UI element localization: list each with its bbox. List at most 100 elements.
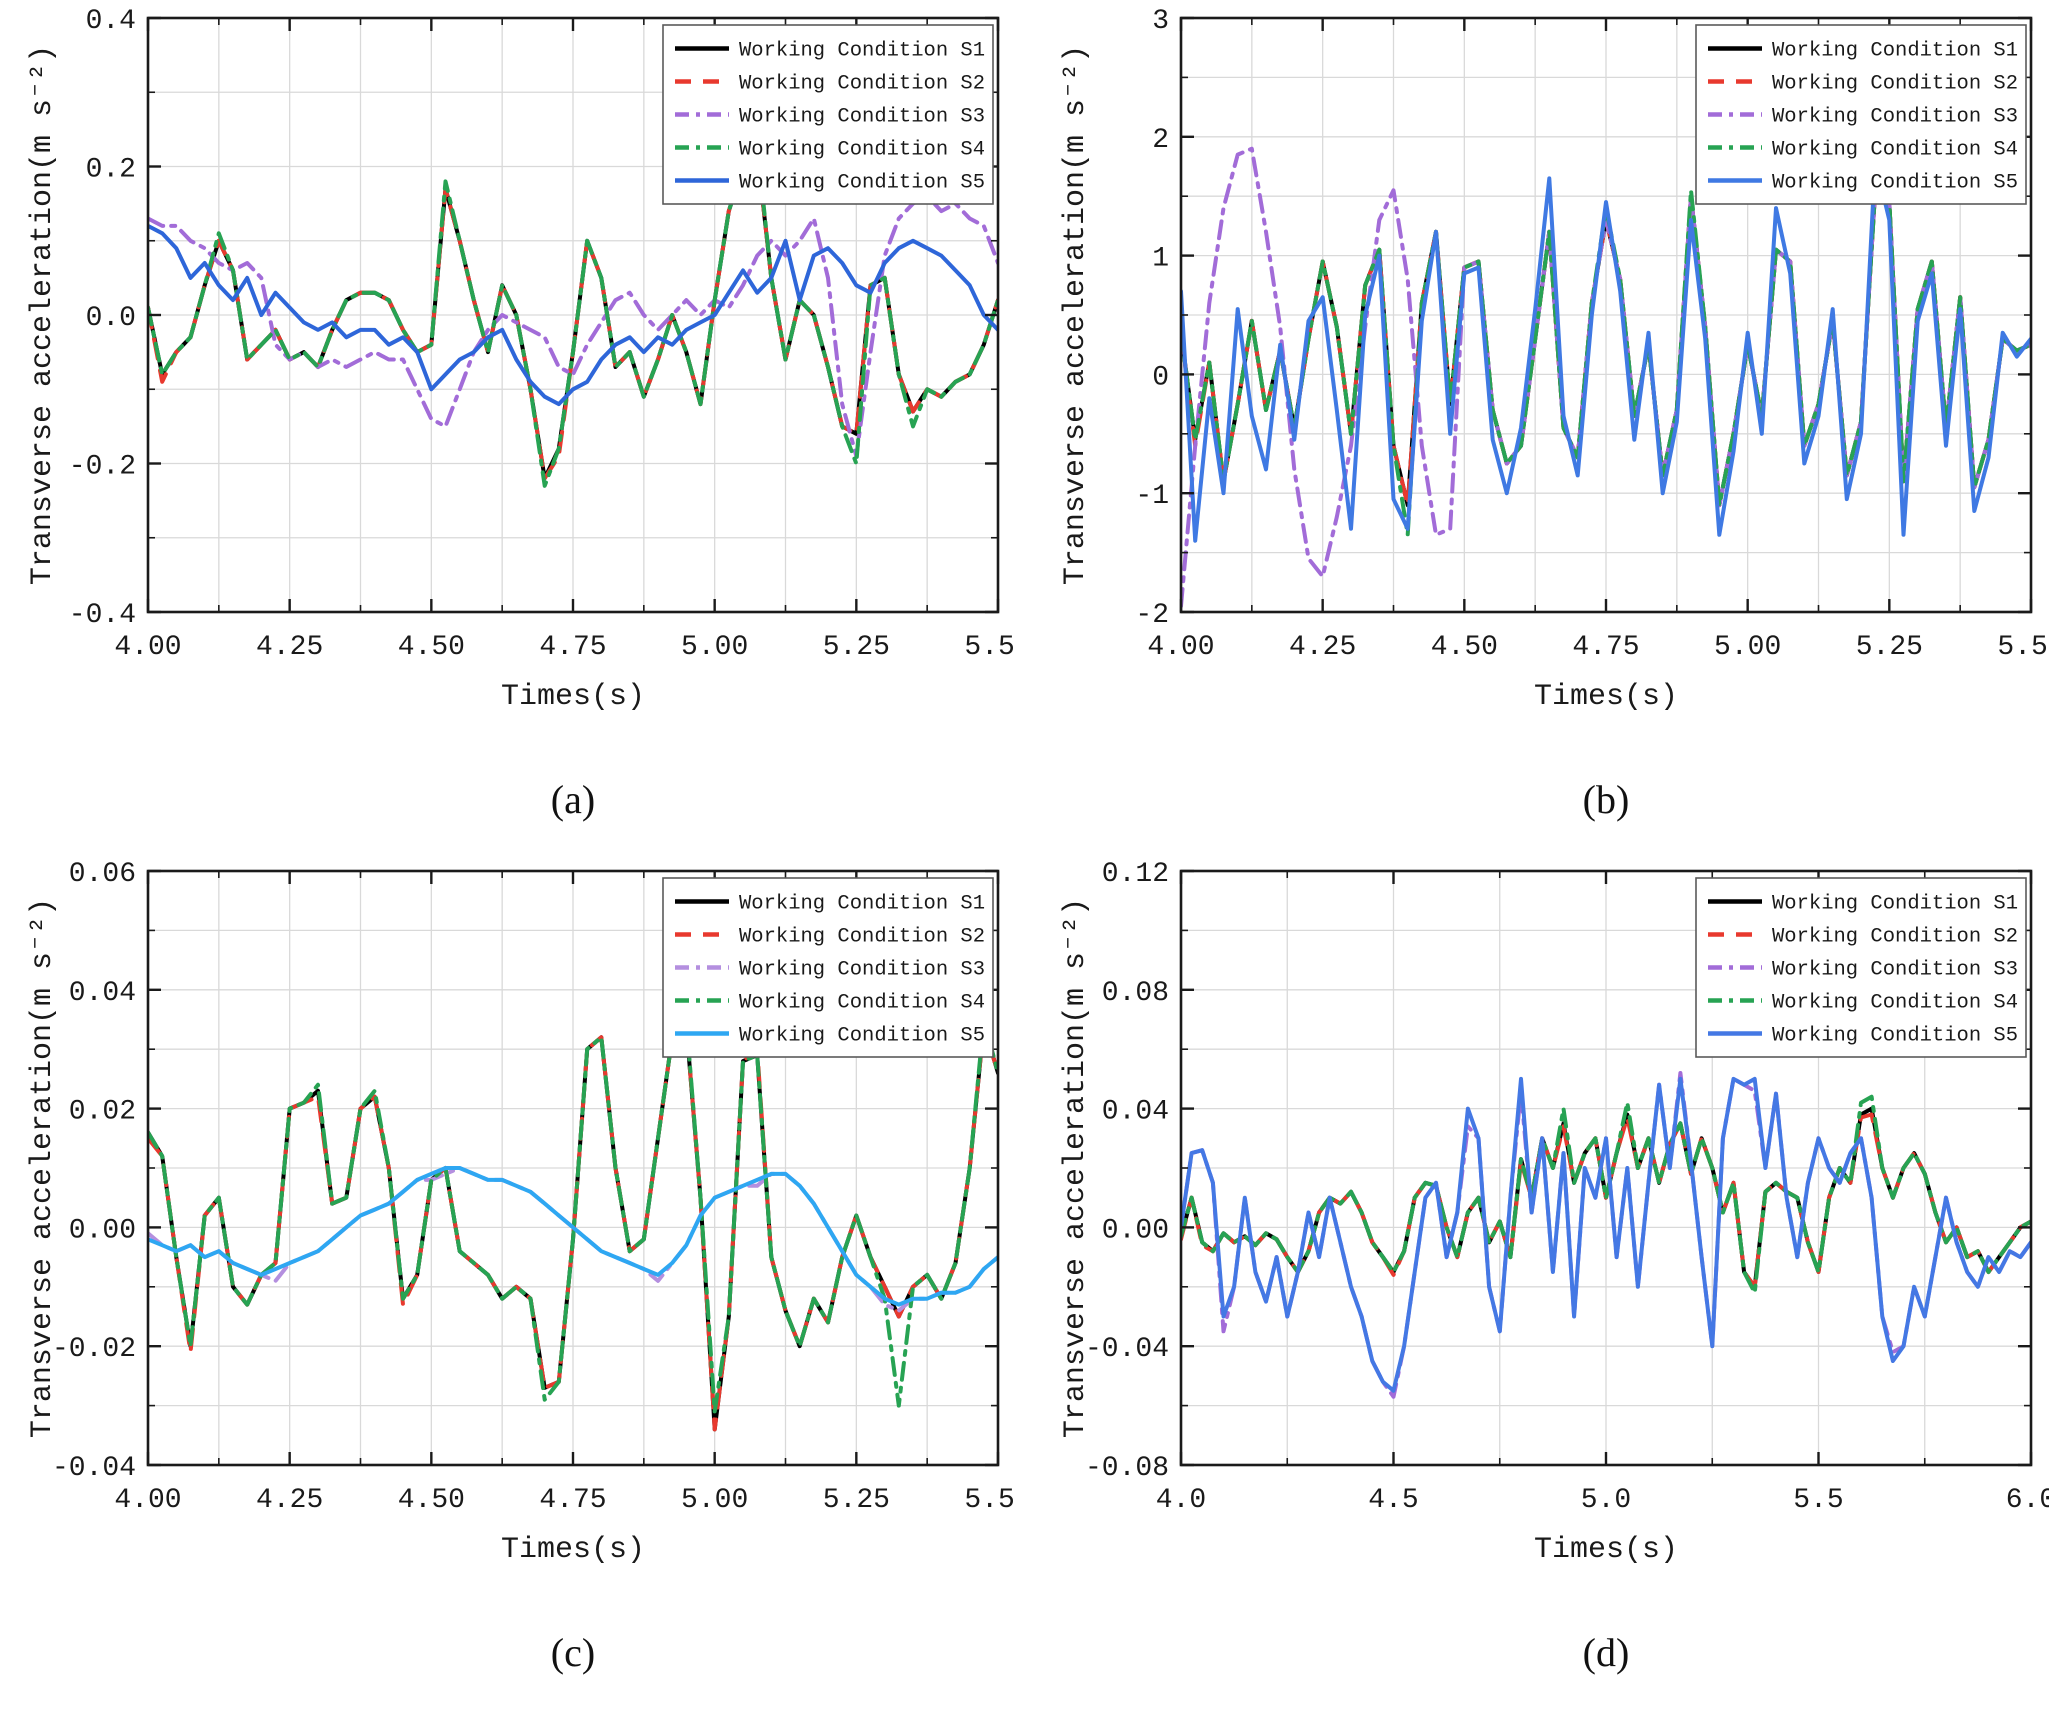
x-axis-label: Times(s)	[501, 680, 645, 714]
chart-b-transverse-acceleration: 4.00 4.25 4.50 4.75 5.00 5.25 5.50 -2 -1 0 1 2 3 Time…	[1059, 6, 2049, 714]
series-line-s4	[1181, 1094, 2031, 1295]
axis-ticks	[146, 869, 1000, 1467]
svg-text:4.25: 4.25	[1289, 632, 1356, 663]
legend-label-s1: Working Condition S1	[1772, 40, 2018, 63]
series-line-s5	[1181, 158, 2031, 543]
x-axis-label: Times(s)	[1534, 680, 1678, 714]
svg-text:5.0: 5.0	[1581, 1485, 1631, 1516]
svg-text:4.00: 4.00	[1147, 632, 1214, 663]
caption-b: (b)	[1582, 777, 1630, 822]
legend-label-s5: Working Condition S5	[739, 172, 985, 195]
tick-labels: 4.00 4.25 4.50 4.75 5.00 5.25 5.50 -0.04 -0.02 0.…	[52, 859, 1016, 1516]
svg-text:0.4: 0.4	[86, 6, 136, 37]
chart-a-transverse-acceleration: 4.00 4.25 4.50 4.75 5.00 5.25 5.50 -0.4 -0.2 0.0 0…	[26, 6, 1016, 714]
y-axis-label: Transverse acceleration(m s⁻²)	[1059, 45, 1093, 585]
legend-label-s3: Working Condition S3	[1772, 106, 2018, 129]
svg-text:1: 1	[1152, 244, 1169, 275]
svg-text:0.08: 0.08	[1102, 978, 1169, 1009]
legend-label-s1: Working Condition S1	[1772, 893, 2018, 916]
svg-text:-0.04: -0.04	[1085, 1334, 1169, 1365]
svg-text:2: 2	[1152, 125, 1169, 156]
tick-labels: 4.0 4.5 5.0 5.5 6.0 -0.08 -0.04 0.00 0.04 0.08 0.1…	[1085, 859, 2049, 1516]
svg-text:3: 3	[1152, 6, 1169, 37]
series-line-s5	[148, 223, 998, 407]
svg-text:0.12: 0.12	[1102, 859, 1169, 890]
tick-labels: 4.00 4.25 4.50 4.75 5.00 5.25 5.50 -2 -1 0 1 2 3	[1135, 6, 2049, 663]
svg-text:4.25: 4.25	[256, 1485, 323, 1516]
legend-label-s3: Working Condition S3	[1772, 959, 2018, 982]
svg-text:4.75: 4.75	[1572, 632, 1639, 663]
legend-label-s2: Working Condition S2	[1772, 926, 2018, 949]
svg-text:0.02: 0.02	[69, 1097, 136, 1128]
svg-text:5.25: 5.25	[1856, 632, 1923, 663]
panel-d: 4.0 4.5 5.0 5.5 6.0 -0.08 -0.04 0.00 0.04 0.08 0.1…	[1033, 857, 2067, 1710]
svg-text:5.25: 5.25	[823, 632, 890, 663]
legend-label-s5: Working Condition S5	[1772, 1025, 2018, 1048]
x-axis-label: Times(s)	[501, 1533, 645, 1567]
legend: Working Condition S1 Working Condition S2…	[662, 877, 994, 1058]
legend-label-s5: Working Condition S5	[739, 1025, 985, 1048]
svg-text:-1: -1	[1135, 481, 1169, 512]
svg-text:5.00: 5.00	[681, 1485, 748, 1516]
svg-text:5.50: 5.50	[964, 632, 1016, 663]
svg-text:0.0: 0.0	[86, 303, 136, 334]
legend-label-s2: Working Condition S2	[739, 926, 985, 949]
legend-label-s3: Working Condition S3	[739, 106, 985, 129]
svg-text:-0.02: -0.02	[52, 1334, 136, 1365]
panel-b: 4.00 4.25 4.50 4.75 5.00 5.25 5.50 -2 -1 0 1 2 3 Time…	[1033, 4, 2067, 857]
panel-c: 4.00 4.25 4.50 4.75 5.00 5.25 5.50 -0.04 -0.02 0.…	[0, 857, 1033, 1710]
caption-d: (d)	[1582, 1630, 1630, 1675]
svg-text:4.0: 4.0	[1156, 1485, 1206, 1516]
svg-text:4.75: 4.75	[539, 1485, 606, 1516]
legend: Working Condition S1 Working Condition S2…	[662, 24, 994, 205]
svg-text:4.00: 4.00	[114, 1485, 181, 1516]
svg-text:5.50: 5.50	[964, 1485, 1016, 1516]
svg-text:0.00: 0.00	[1102, 1215, 1169, 1246]
series-line-s5	[1181, 1076, 2031, 1393]
legend-label-s4: Working Condition S4	[739, 139, 985, 162]
x-axis-label: Times(s)	[1534, 1533, 1678, 1567]
svg-text:-0.4: -0.4	[69, 600, 136, 631]
svg-text:4.50: 4.50	[398, 632, 465, 663]
svg-text:4.25: 4.25	[256, 632, 323, 663]
series-line-s4	[148, 142, 998, 488]
caption-a: (a)	[550, 777, 596, 822]
svg-text:4.5: 4.5	[1368, 1485, 1418, 1516]
svg-text:4.75: 4.75	[539, 632, 606, 663]
legend-label-s4: Working Condition S4	[739, 992, 985, 1015]
svg-text:5.00: 5.00	[681, 632, 748, 663]
svg-text:-0.08: -0.08	[1085, 1453, 1169, 1484]
legend: Working Condition S1 Working Condition S2…	[1695, 24, 2027, 205]
svg-text:4.00: 4.00	[114, 632, 181, 663]
legend-label-s5: Working Condition S5	[1772, 172, 2018, 195]
legend-label-s3: Working Condition S3	[739, 959, 985, 982]
legend-label-s4: Working Condition S4	[1772, 139, 2018, 162]
svg-text:4.50: 4.50	[1431, 632, 1498, 663]
svg-text:-0.04: -0.04	[52, 1453, 136, 1484]
svg-text:0.06: 0.06	[69, 859, 136, 890]
y-axis-label: Transverse acceleration(m s⁻²)	[26, 45, 60, 585]
svg-text:0.04: 0.04	[1102, 1097, 1169, 1128]
y-axis-label: Transverse acceleration(m s⁻²)	[26, 898, 60, 1438]
legend-label-s2: Working Condition S2	[1772, 73, 2018, 96]
series-line-s5	[148, 1166, 998, 1307]
chart-c-transverse-acceleration: 4.00 4.25 4.50 4.75 5.00 5.25 5.50 -0.04 -0.02 0.…	[26, 859, 1016, 1567]
panel-a: 4.00 4.25 4.50 4.75 5.00 5.25 5.50 -0.4 -0.2 0.0 0…	[0, 4, 1033, 857]
svg-text:4.50: 4.50	[398, 1485, 465, 1516]
svg-text:6.0: 6.0	[2006, 1485, 2049, 1516]
svg-text:0.2: 0.2	[86, 155, 136, 186]
svg-text:0: 0	[1152, 362, 1169, 393]
svg-text:-2: -2	[1135, 600, 1169, 631]
series-line-s4	[148, 1017, 998, 1414]
tick-labels: 4.00 4.25 4.50 4.75 5.00 5.25 5.50 -0.4 -0.2 0.0 0…	[69, 6, 1016, 663]
legend-label-s1: Working Condition S1	[739, 893, 985, 916]
legend-label-s4: Working Condition S4	[1772, 992, 2018, 1015]
y-axis-label: Transverse acceleration(m s⁻²)	[1059, 898, 1093, 1438]
svg-text:0.00: 0.00	[69, 1215, 136, 1246]
svg-text:5.50: 5.50	[1997, 632, 2049, 663]
legend-label-s2: Working Condition S2	[739, 73, 985, 96]
chart-d-transverse-acceleration: 4.0 4.5 5.0 5.5 6.0 -0.08 -0.04 0.00 0.04 0.08 0.1…	[1059, 859, 2049, 1567]
svg-text:5.5: 5.5	[1793, 1485, 1843, 1516]
legend: Working Condition S1 Working Condition S2…	[1695, 877, 2027, 1058]
